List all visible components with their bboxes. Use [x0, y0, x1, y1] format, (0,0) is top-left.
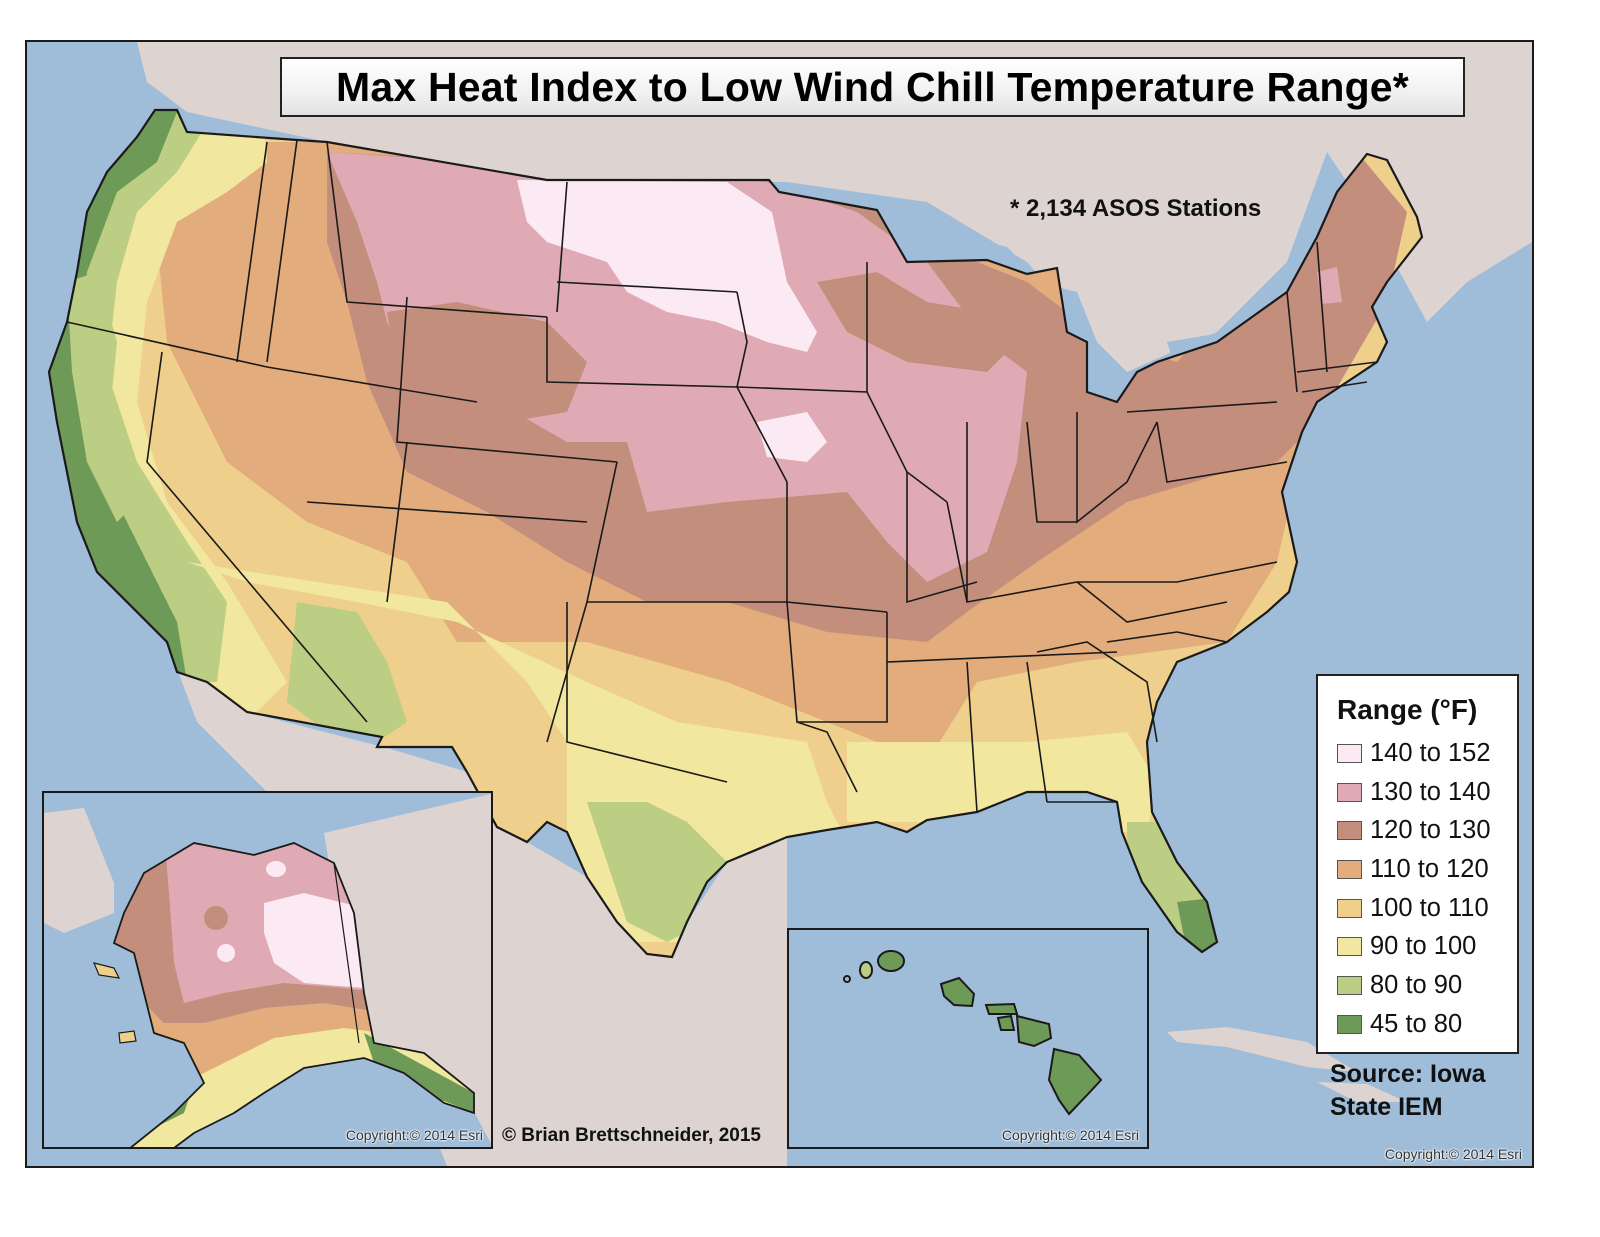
legend-label: 45 to 80	[1370, 1009, 1463, 1038]
alaska-copyright: Copyright:© 2014 Esri	[345, 1127, 483, 1143]
canada-land	[137, 42, 1532, 372]
legend-swatch	[1337, 898, 1362, 918]
legend-label: 100 to 110	[1370, 893, 1489, 922]
alaska-inset: Copyright:© 2014 Esri	[42, 791, 493, 1149]
legend-label: 120 to 130	[1370, 816, 1491, 845]
legend-swatch	[1337, 821, 1362, 841]
basemap-copyright: Copyright:© 2014 Esri	[1384, 1146, 1522, 1162]
source-line-2: State IEM	[1330, 1093, 1443, 1121]
legend-item: 130 to 140	[1337, 773, 1517, 812]
state-borders	[47, 108, 1424, 959]
data-source: Source: Iowa State IEM	[1330, 1058, 1486, 1124]
legend-item: 80 to 90	[1337, 966, 1517, 1005]
legend-label: 130 to 140	[1370, 777, 1491, 806]
legend-swatch	[1337, 975, 1362, 995]
hawaii-copyright: Copyright:© 2014 Esri	[1001, 1127, 1139, 1143]
legend-swatch	[1337, 782, 1362, 802]
legend-item: 110 to 120	[1337, 850, 1517, 889]
station-footnote: * 2,134 ASOS Stations	[1010, 195, 1262, 222]
legend-item: 140 to 152	[1337, 734, 1517, 773]
legend-item: 45 to 80	[1337, 1005, 1517, 1044]
legend-swatch	[1337, 859, 1362, 879]
map-title-box: Max Heat Index to Low Wind Chill Tempera…	[280, 57, 1465, 117]
map-frame: Max Heat Index to Low Wind Chill Tempera…	[25, 40, 1534, 1168]
author-credit: © Brian Brettschneider, 2015	[502, 1125, 761, 1146]
contiguous-us-map	[27, 42, 1532, 1166]
legend-swatch	[1337, 937, 1362, 957]
legend-label: 90 to 100	[1370, 932, 1477, 961]
legend-swatch	[1337, 743, 1362, 763]
cuba-land	[1167, 1027, 1357, 1072]
hawaii-inset: Copyright:© 2014 Esri	[787, 928, 1149, 1149]
map-title: Max Heat Index to Low Wind Chill Tempera…	[336, 63, 1409, 110]
hawaii-map	[789, 930, 1147, 1147]
legend-label: 110 to 120	[1370, 854, 1489, 883]
legend-title: Range (°F)	[1337, 694, 1478, 725]
legend-item: 100 to 110	[1337, 889, 1517, 928]
legend-label: 80 to 90	[1370, 970, 1463, 999]
hispaniola-land	[1317, 1082, 1407, 1102]
legend-label: 140 to 152	[1370, 738, 1491, 767]
alaska-map	[44, 793, 491, 1147]
legend-item: 90 to 100	[1337, 927, 1517, 966]
legend-swatch	[1337, 1014, 1362, 1034]
source-line-1: Source: Iowa	[1330, 1060, 1486, 1088]
legend: Range (°F) 140 to 152 130 to 140 120 to …	[1316, 674, 1519, 1054]
legend-item: 120 to 130	[1337, 811, 1517, 850]
lake-ontario	[1167, 332, 1227, 357]
